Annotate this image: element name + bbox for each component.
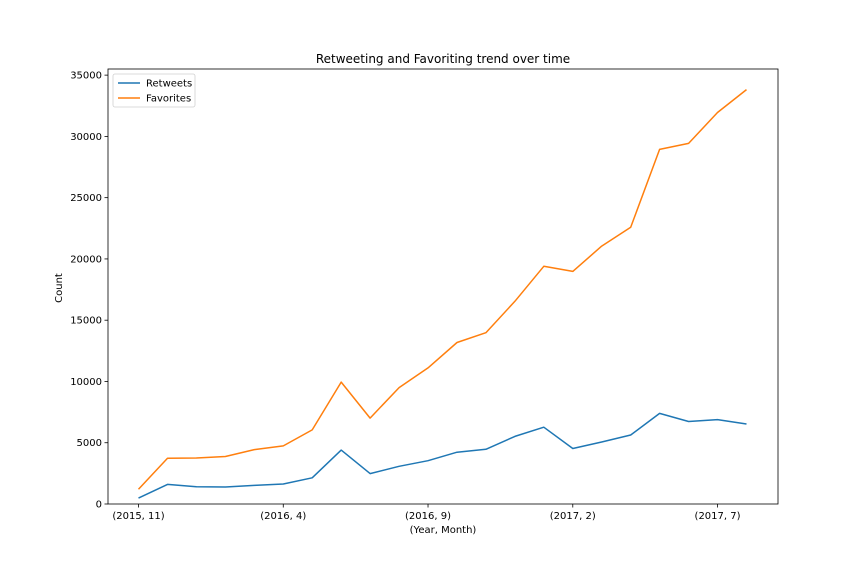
chart-title: Retweeting and Favoriting trend over tim… — [316, 52, 570, 66]
legend-label-favorites: Favorites — [146, 94, 191, 105]
y-tick-label-5: 25000 — [70, 193, 102, 204]
x-tick-label-4: (2017, 7) — [695, 511, 741, 522]
y-tick-label-6: 30000 — [70, 132, 102, 143]
axes: 0 5000 10000 15000 20000 25000 30000 35000 (2015… — [70, 68, 779, 522]
y-tick-label-0: 0 — [96, 500, 102, 511]
x-tick-label-3: (2017, 2) — [550, 511, 596, 522]
y-tick-label-2: 10000 — [70, 377, 102, 388]
y-tick-label-1: 5000 — [77, 438, 102, 449]
series-line-retweets — [138, 412, 747, 499]
x-tick-label-1: (2016, 4) — [260, 511, 306, 522]
series-line-favorites — [137, 89, 747, 490]
plot-frame — [107, 68, 779, 505]
y-tick-label-4: 20000 — [70, 254, 102, 265]
series-lines — [137, 89, 747, 499]
y-axis-label: Count — [54, 273, 65, 303]
y-tick-label-7: 35000 — [70, 71, 102, 82]
legend: Retweets Favorites — [112, 73, 196, 108]
legend-label-retweets: Retweets — [146, 79, 192, 90]
x-tick-label-0: (2015, 11) — [112, 511, 164, 522]
x-tick-label-2: (2016, 9) — [405, 511, 451, 522]
x-axis-label: (Year, Month) — [410, 525, 477, 536]
y-tick-label-3: 15000 — [70, 316, 102, 327]
